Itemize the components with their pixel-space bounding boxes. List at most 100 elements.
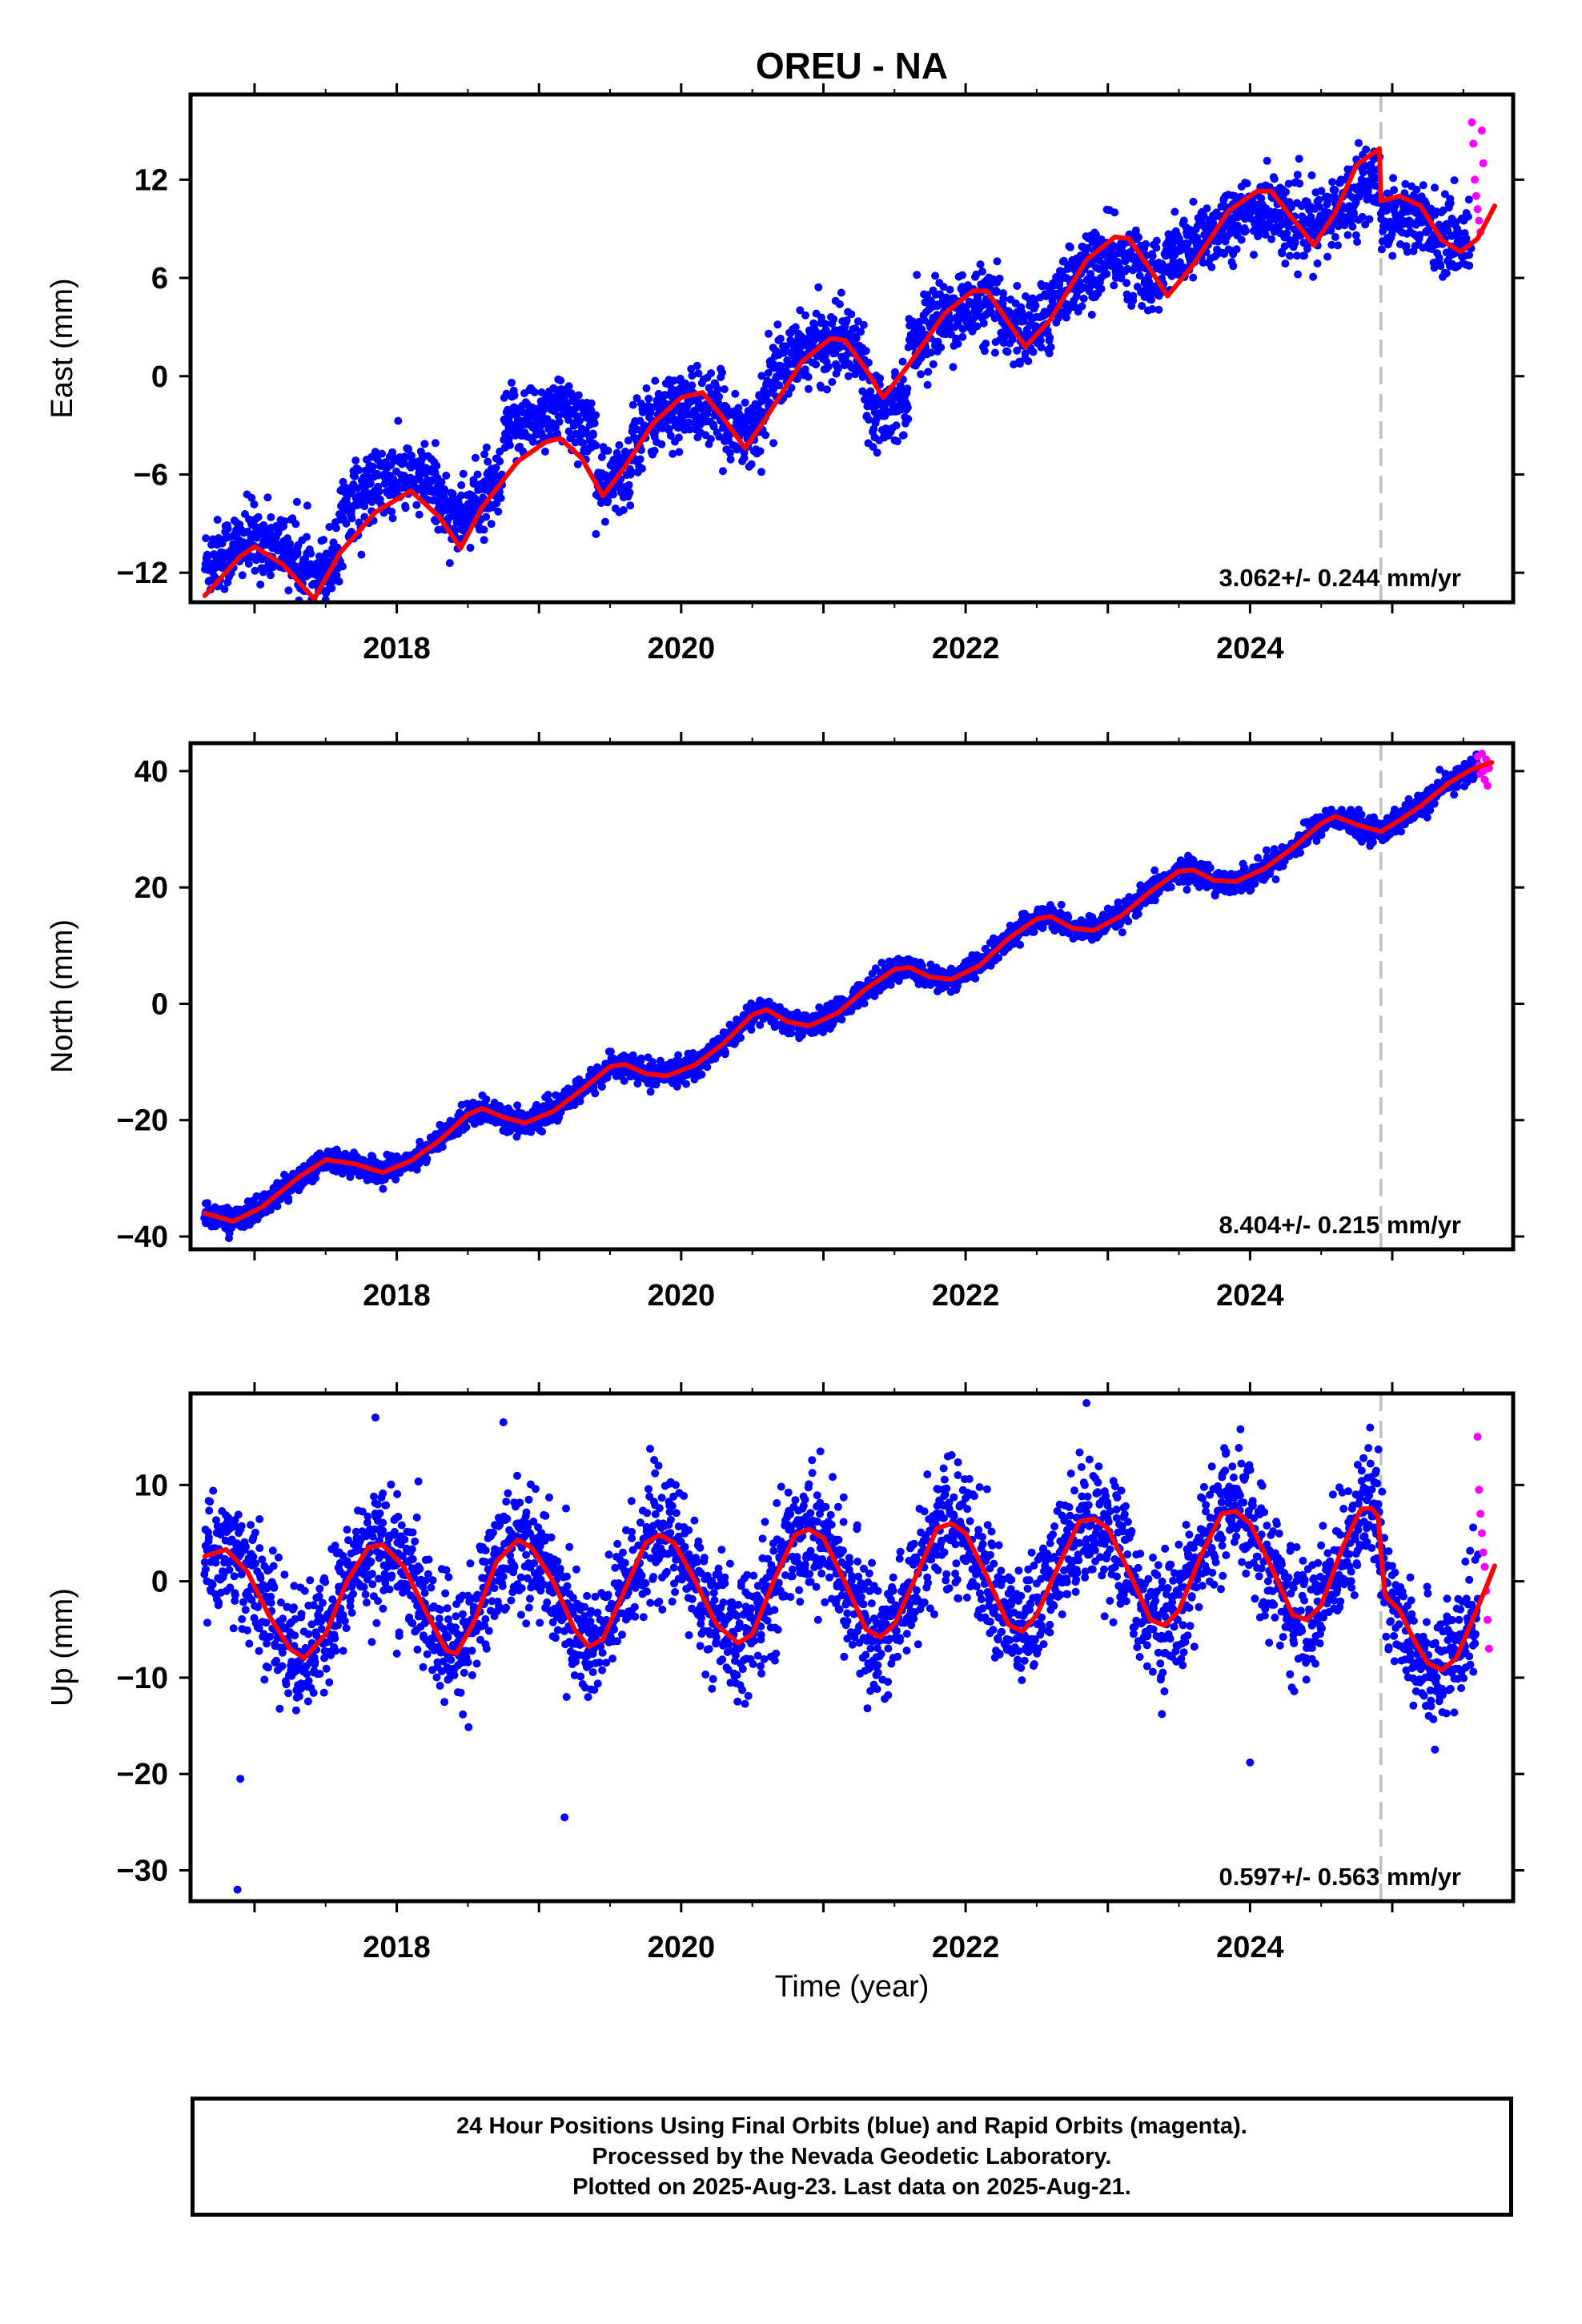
data-point bbox=[973, 322, 982, 331]
rapid-point bbox=[1468, 118, 1476, 127]
data-point bbox=[990, 348, 999, 357]
data-point bbox=[347, 514, 356, 523]
data-point bbox=[225, 1234, 233, 1243]
data-point bbox=[1442, 269, 1451, 278]
data-point bbox=[327, 584, 336, 593]
x-tick-label: 2020 bbox=[648, 632, 716, 665]
data-point bbox=[1464, 195, 1473, 204]
data-point bbox=[787, 384, 796, 392]
data-point bbox=[394, 416, 403, 425]
data-point bbox=[999, 289, 1008, 298]
data-point bbox=[861, 347, 870, 356]
data-point bbox=[590, 419, 599, 428]
data-point bbox=[669, 449, 677, 458]
data-point bbox=[1045, 349, 1054, 358]
data-point bbox=[527, 1128, 536, 1136]
data-point bbox=[781, 343, 790, 352]
data-point bbox=[571, 438, 580, 447]
data-point bbox=[564, 382, 573, 391]
data-point bbox=[1242, 227, 1250, 235]
data-point bbox=[1359, 168, 1367, 177]
y-tick-label: 12 bbox=[135, 163, 168, 197]
data-point bbox=[303, 501, 311, 510]
data-point bbox=[1110, 208, 1119, 217]
data-point bbox=[1287, 203, 1295, 211]
data-point bbox=[1327, 240, 1336, 249]
data-point bbox=[923, 380, 932, 389]
data-point bbox=[876, 374, 884, 383]
data-point bbox=[256, 580, 265, 589]
data-point bbox=[1229, 262, 1238, 271]
data-point bbox=[342, 519, 351, 528]
data-point bbox=[866, 387, 875, 396]
data-point bbox=[624, 480, 633, 489]
data-point bbox=[1066, 243, 1074, 251]
data-point bbox=[357, 550, 366, 559]
data-point bbox=[661, 400, 670, 408]
data-point bbox=[1388, 251, 1397, 260]
data-point bbox=[238, 571, 247, 580]
data-point bbox=[893, 437, 901, 446]
data-point bbox=[459, 469, 468, 478]
data-point bbox=[471, 453, 480, 462]
data-point bbox=[1036, 336, 1045, 345]
data-point bbox=[1029, 348, 1038, 356]
data-point bbox=[1446, 199, 1455, 207]
data-point bbox=[958, 271, 966, 279]
data-point bbox=[473, 470, 482, 479]
data-point bbox=[791, 323, 800, 332]
data-point bbox=[1152, 243, 1161, 252]
data-point bbox=[1189, 197, 1198, 206]
data-point bbox=[387, 507, 396, 516]
data-point bbox=[311, 617, 319, 625]
data-point bbox=[220, 585, 229, 593]
data-point bbox=[929, 360, 938, 368]
data-point bbox=[687, 364, 696, 373]
data-point bbox=[1021, 349, 1030, 358]
data-point bbox=[814, 283, 823, 292]
data-point bbox=[1092, 231, 1100, 239]
data-point bbox=[747, 1025, 756, 1034]
data-point bbox=[707, 369, 716, 377]
east-rapid-points bbox=[1468, 118, 1488, 236]
data-point bbox=[1019, 317, 1028, 325]
data-point bbox=[769, 439, 778, 448]
data-point bbox=[1309, 272, 1318, 281]
data-point bbox=[1403, 247, 1411, 256]
data-point bbox=[1295, 155, 1303, 163]
data-point bbox=[999, 339, 1008, 348]
data-point bbox=[600, 517, 609, 526]
data-point bbox=[319, 536, 328, 545]
data-point bbox=[1328, 178, 1337, 187]
data-point bbox=[837, 288, 845, 297]
data-point bbox=[764, 369, 773, 377]
data-point bbox=[824, 362, 833, 371]
data-point bbox=[1078, 302, 1086, 311]
data-point bbox=[487, 520, 496, 529]
data-point bbox=[1218, 227, 1227, 235]
data-point bbox=[982, 340, 990, 348]
data-point bbox=[538, 1127, 546, 1136]
data-point bbox=[720, 385, 729, 393]
data-point bbox=[784, 389, 793, 398]
data-point bbox=[1317, 187, 1326, 195]
data-point bbox=[979, 319, 988, 328]
data-point bbox=[829, 315, 838, 324]
rapid-point bbox=[1473, 205, 1482, 214]
data-point bbox=[466, 544, 475, 552]
data-point bbox=[793, 375, 801, 384]
east-y-axis-label: East (mm) bbox=[46, 278, 79, 418]
data-point bbox=[1046, 343, 1055, 352]
data-point bbox=[244, 559, 253, 568]
y-tick-label: −12 bbox=[117, 557, 168, 590]
data-point bbox=[833, 364, 842, 373]
data-point bbox=[1440, 190, 1449, 199]
data-point bbox=[374, 471, 383, 480]
data-point bbox=[1135, 271, 1144, 280]
data-point bbox=[626, 470, 635, 479]
data-point bbox=[857, 328, 865, 336]
data-point bbox=[530, 388, 539, 396]
data-point bbox=[1079, 294, 1088, 303]
data-point bbox=[954, 340, 962, 348]
data-point bbox=[903, 403, 912, 412]
